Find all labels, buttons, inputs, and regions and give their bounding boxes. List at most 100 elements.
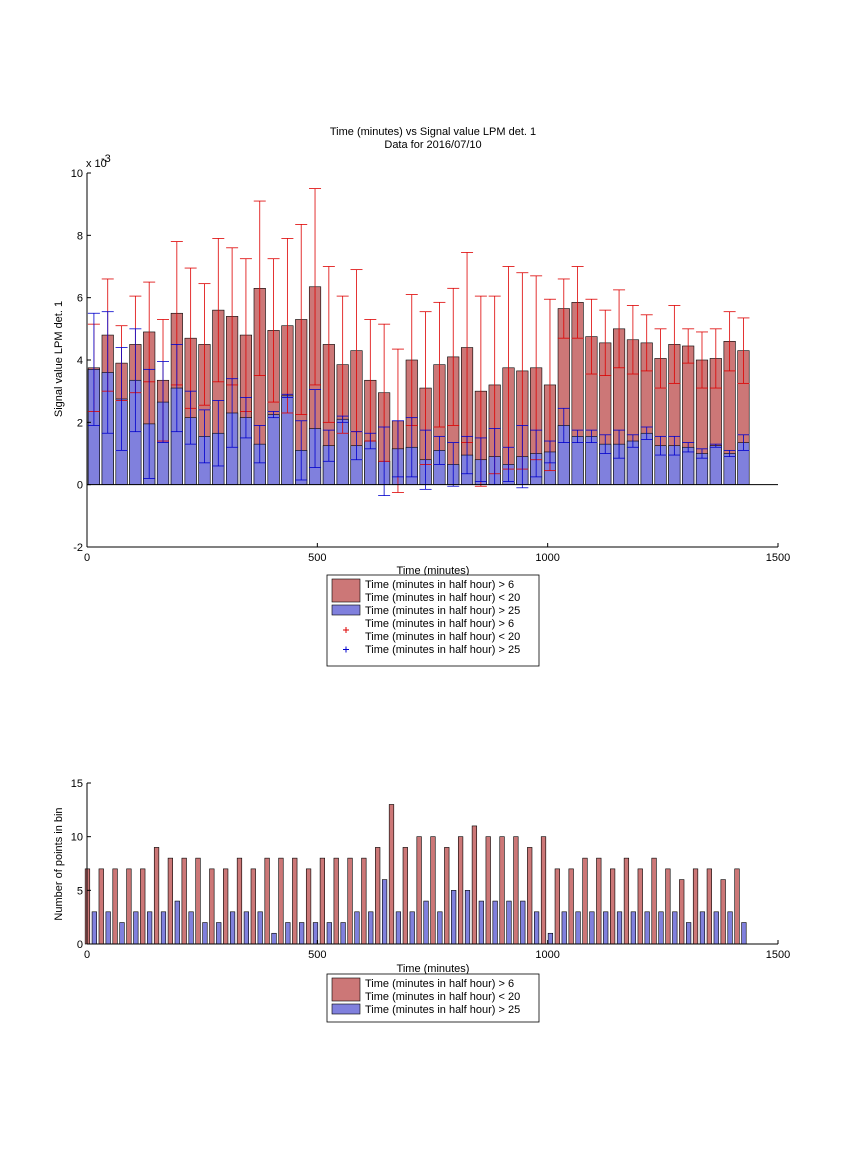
legend-box (326, 574, 540, 667)
y-axis-label: Number of points in bin (53, 807, 65, 920)
count-bar-red (292, 857, 298, 945)
count-bar-blue (492, 900, 498, 945)
errorbar-blue (226, 378, 239, 448)
bar-blue (267, 414, 280, 485)
count-bar-red (98, 868, 104, 945)
errorbar-blue (309, 389, 322, 468)
errorbar-blue (364, 432, 377, 450)
errorbar-blue (184, 390, 197, 445)
x-axis-label: Time (minutes) (397, 565, 470, 577)
errorbar-blue (378, 426, 391, 496)
count-bar-red (278, 857, 284, 945)
errorbar-red (198, 283, 211, 406)
count-bar-red (499, 836, 505, 945)
count-bar-blue (603, 911, 609, 945)
x-tick-label: 500 (308, 552, 326, 564)
count-bar-red (540, 836, 547, 945)
count-bar-red (485, 836, 491, 945)
errorbar-blue (557, 407, 570, 443)
y-tick-label: 0 (77, 939, 83, 951)
count-bar-red (610, 868, 616, 945)
count-bar-red (582, 857, 588, 945)
errorbar-blue (709, 443, 722, 448)
errorbar-blue (516, 425, 529, 489)
count-bar-red (720, 879, 726, 945)
count-bar-blue (257, 911, 263, 945)
count-bar-blue (147, 911, 153, 945)
errorbar-blue (461, 435, 474, 475)
count-bar-red (513, 836, 519, 945)
errorbar-blue (613, 429, 626, 459)
errorbar-red (640, 314, 653, 372)
count-bar-blue (423, 900, 429, 945)
count-bar-blue (119, 922, 125, 945)
count-bar-red (471, 825, 478, 945)
count-bar-red (305, 868, 312, 945)
count-bar-red (375, 847, 381, 945)
count-bar-blue (354, 911, 360, 945)
y-tick-label: -2 (73, 542, 83, 554)
legend-swatch (331, 1003, 361, 1015)
count-bar-red (388, 804, 395, 945)
count-bar-red (623, 857, 630, 945)
count-bar-blue (368, 911, 374, 945)
x-tick-label: 0 (84, 949, 90, 961)
errorbar-blue (198, 409, 211, 464)
errorbar-red (253, 200, 266, 376)
count-bar-red (651, 857, 657, 945)
y-tick-label: 4 (77, 355, 83, 367)
count-bar-red (236, 857, 243, 945)
chart-title: Time (minutes) vs Signal value LPM det. … (330, 126, 536, 138)
legend-label: Time (minutes in half hour) > 25 (365, 644, 520, 656)
bar-series-group (87, 286, 750, 485)
count-bar-blue (188, 911, 194, 945)
errorbar-red (695, 331, 708, 389)
errorbar-blue (502, 446, 515, 482)
legend-label: Time (minutes in half hour) > 6 (365, 579, 514, 591)
legend-label: Time (minutes in half hour) > 25 (365, 1004, 520, 1016)
errorbar-red (585, 298, 598, 375)
count-bar-blue (160, 911, 167, 945)
legend-label: Time (minutes in half hour) < 20 (365, 631, 520, 643)
legend-label: Time (minutes in half hour) > 6 (365, 618, 514, 630)
errorbar-blue (239, 396, 252, 439)
errorbar-blue (115, 347, 128, 451)
errorbar-blue (640, 426, 653, 440)
errorbar-red (557, 278, 570, 339)
count-bar-red (568, 868, 574, 945)
count-bar-red (665, 868, 671, 945)
errorbar-red (737, 317, 750, 384)
bar-blue (709, 445, 722, 485)
count-bar-red (153, 847, 160, 945)
count-bar-red (223, 868, 229, 945)
bar-blue (571, 436, 584, 485)
errorbar-blue (474, 437, 487, 482)
count-bar-blue (727, 911, 733, 945)
count-bar-red (444, 847, 450, 945)
count-bar-red (209, 868, 215, 945)
errorbar-red (613, 289, 626, 369)
count-bar-red (333, 857, 339, 945)
count-bar-blue (686, 922, 692, 945)
legend-label: Time (minutes in half hour) < 20 (365, 991, 520, 1003)
errorbar-blue (599, 434, 612, 454)
y-tick-label: 5 (77, 885, 83, 897)
legend-swatch (331, 977, 361, 1002)
errorbar-blue (101, 311, 114, 434)
count-bar-blue (520, 900, 526, 945)
errorbar-blue (322, 429, 335, 462)
count-bar-red (195, 857, 201, 945)
errorbar-blue (281, 393, 294, 398)
y-exponent-power: -3 (101, 153, 111, 165)
count-bar-red (319, 857, 325, 945)
count-bar-red (706, 868, 712, 945)
errorbar-blue (170, 344, 183, 433)
count-bar-blue (105, 911, 111, 945)
errorbar-red (626, 305, 639, 375)
errorbar-blue (626, 434, 639, 448)
count-bar-blue (285, 922, 291, 945)
count-chart: 0 500 1000 1500 0 5 10 15 Time (minutes) Number… (53, 778, 790, 1023)
